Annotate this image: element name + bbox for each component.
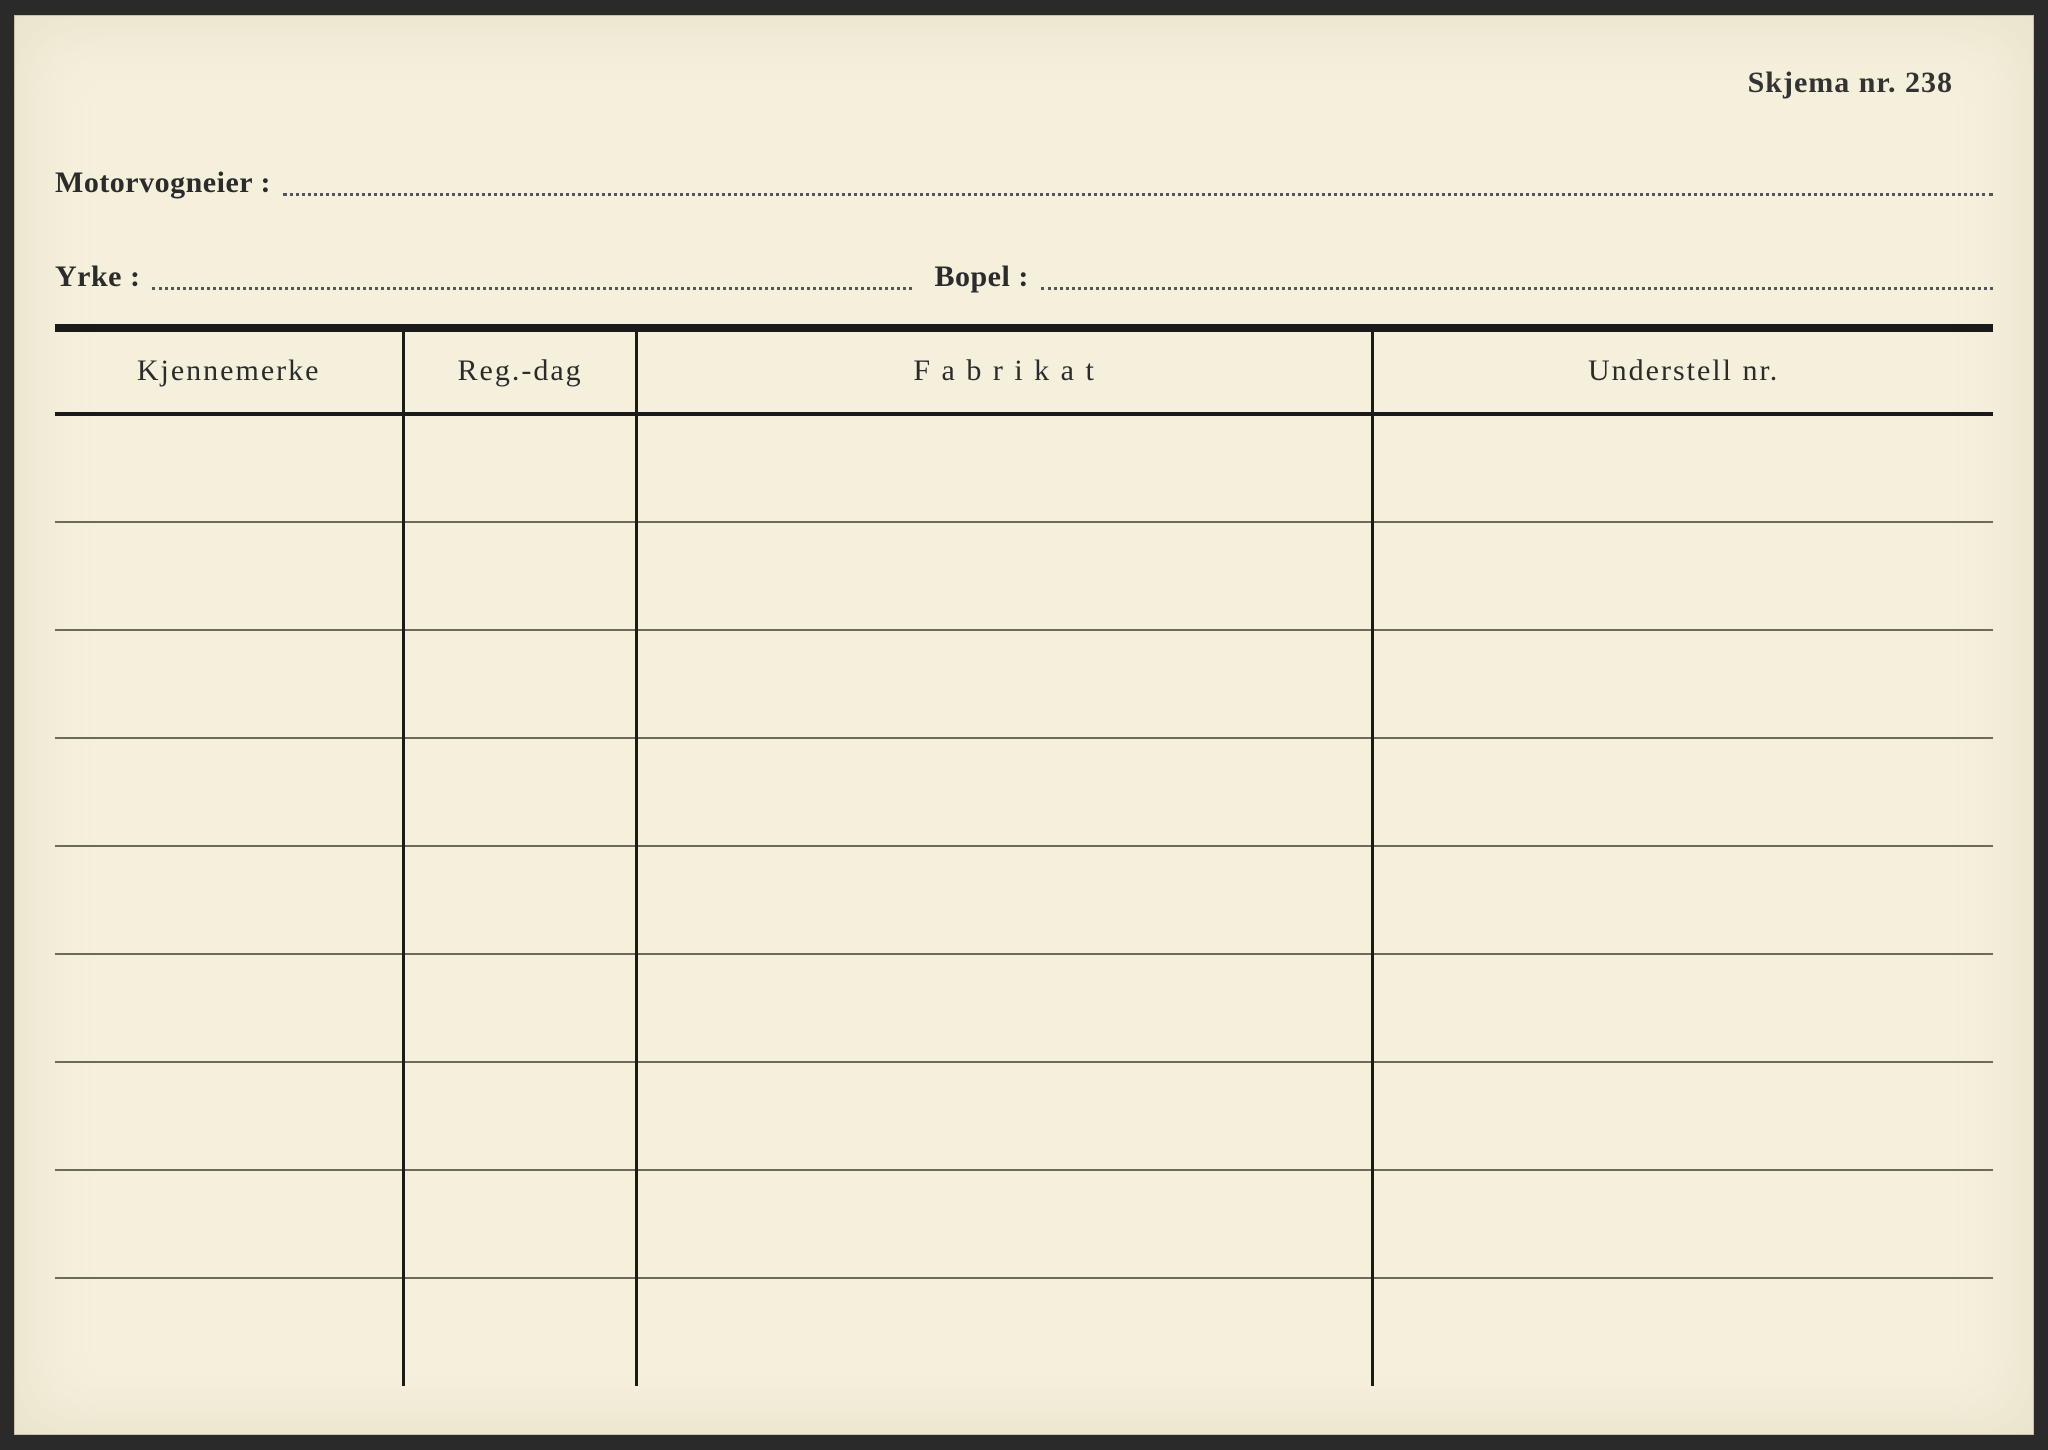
cell[interactable] — [55, 630, 404, 738]
form-number: Skjema nr. 238 — [1748, 66, 1953, 100]
owner-row: Motorvogneier : — [55, 166, 1993, 200]
cell[interactable] — [1373, 1170, 1993, 1278]
owner-input-line[interactable] — [283, 168, 1993, 196]
cell[interactable] — [404, 522, 637, 630]
cell[interactable] — [55, 1062, 404, 1170]
cell[interactable] — [404, 630, 637, 738]
cell[interactable] — [55, 954, 404, 1062]
cell[interactable] — [1373, 738, 1993, 846]
owner-label: Motorvogneier : — [55, 166, 271, 200]
cell[interactable] — [1373, 1062, 1993, 1170]
registration-table-wrap: Kjennemerke Reg.-dag F a b r i k a t Und… — [55, 324, 1993, 1386]
cell[interactable] — [55, 522, 404, 630]
table-row — [55, 1062, 1993, 1170]
table-row — [55, 630, 1993, 738]
table-row — [55, 414, 1993, 522]
table-body — [55, 414, 1993, 1386]
cell[interactable] — [636, 1062, 1372, 1170]
th-regdag: Reg.-dag — [404, 332, 637, 414]
cell[interactable] — [404, 954, 637, 1062]
table-row — [55, 846, 1993, 954]
form-card: Skjema nr. 238 Motorvogneier : Yrke : Bo… — [14, 15, 2034, 1435]
bopel-label: Bopel : — [934, 260, 1028, 294]
th-kjennemerke: Kjennemerke — [55, 332, 404, 414]
table-row — [55, 522, 1993, 630]
cell[interactable] — [1373, 414, 1993, 522]
cell[interactable] — [404, 1062, 637, 1170]
cell[interactable] — [55, 1170, 404, 1278]
cell[interactable] — [55, 414, 404, 522]
cell[interactable] — [1373, 522, 1993, 630]
yrke-bopel-row: Yrke : Bopel : — [55, 260, 1993, 294]
yrke-input-line[interactable] — [152, 262, 912, 290]
cell[interactable] — [55, 738, 404, 846]
table-row — [55, 1278, 1993, 1386]
cell[interactable] — [55, 1278, 404, 1386]
cell[interactable] — [1373, 630, 1993, 738]
cell[interactable] — [636, 414, 1372, 522]
cell[interactable] — [636, 738, 1372, 846]
cell[interactable] — [1373, 1278, 1993, 1386]
bopel-input-line[interactable] — [1041, 262, 1993, 290]
table-row — [55, 738, 1993, 846]
cell[interactable] — [404, 846, 637, 954]
cell[interactable] — [636, 846, 1372, 954]
cell[interactable] — [404, 414, 637, 522]
cell[interactable] — [1373, 954, 1993, 1062]
cell[interactable] — [1373, 846, 1993, 954]
cell[interactable] — [636, 630, 1372, 738]
cell[interactable] — [404, 1170, 637, 1278]
cell[interactable] — [636, 1170, 1372, 1278]
th-understell: Understell nr. — [1373, 332, 1993, 414]
cell[interactable] — [55, 846, 404, 954]
table-header-row: Kjennemerke Reg.-dag F a b r i k a t Und… — [55, 332, 1993, 414]
th-fabrikat: F a b r i k a t — [636, 332, 1372, 414]
table-row — [55, 954, 1993, 1062]
cell[interactable] — [636, 954, 1372, 1062]
cell[interactable] — [404, 738, 637, 846]
cell[interactable] — [636, 1278, 1372, 1386]
yrke-label: Yrke : — [55, 260, 140, 294]
cell[interactable] — [404, 1278, 637, 1386]
registration-table: Kjennemerke Reg.-dag F a b r i k a t Und… — [55, 332, 1993, 1386]
table-row — [55, 1170, 1993, 1278]
cell[interactable] — [636, 522, 1372, 630]
